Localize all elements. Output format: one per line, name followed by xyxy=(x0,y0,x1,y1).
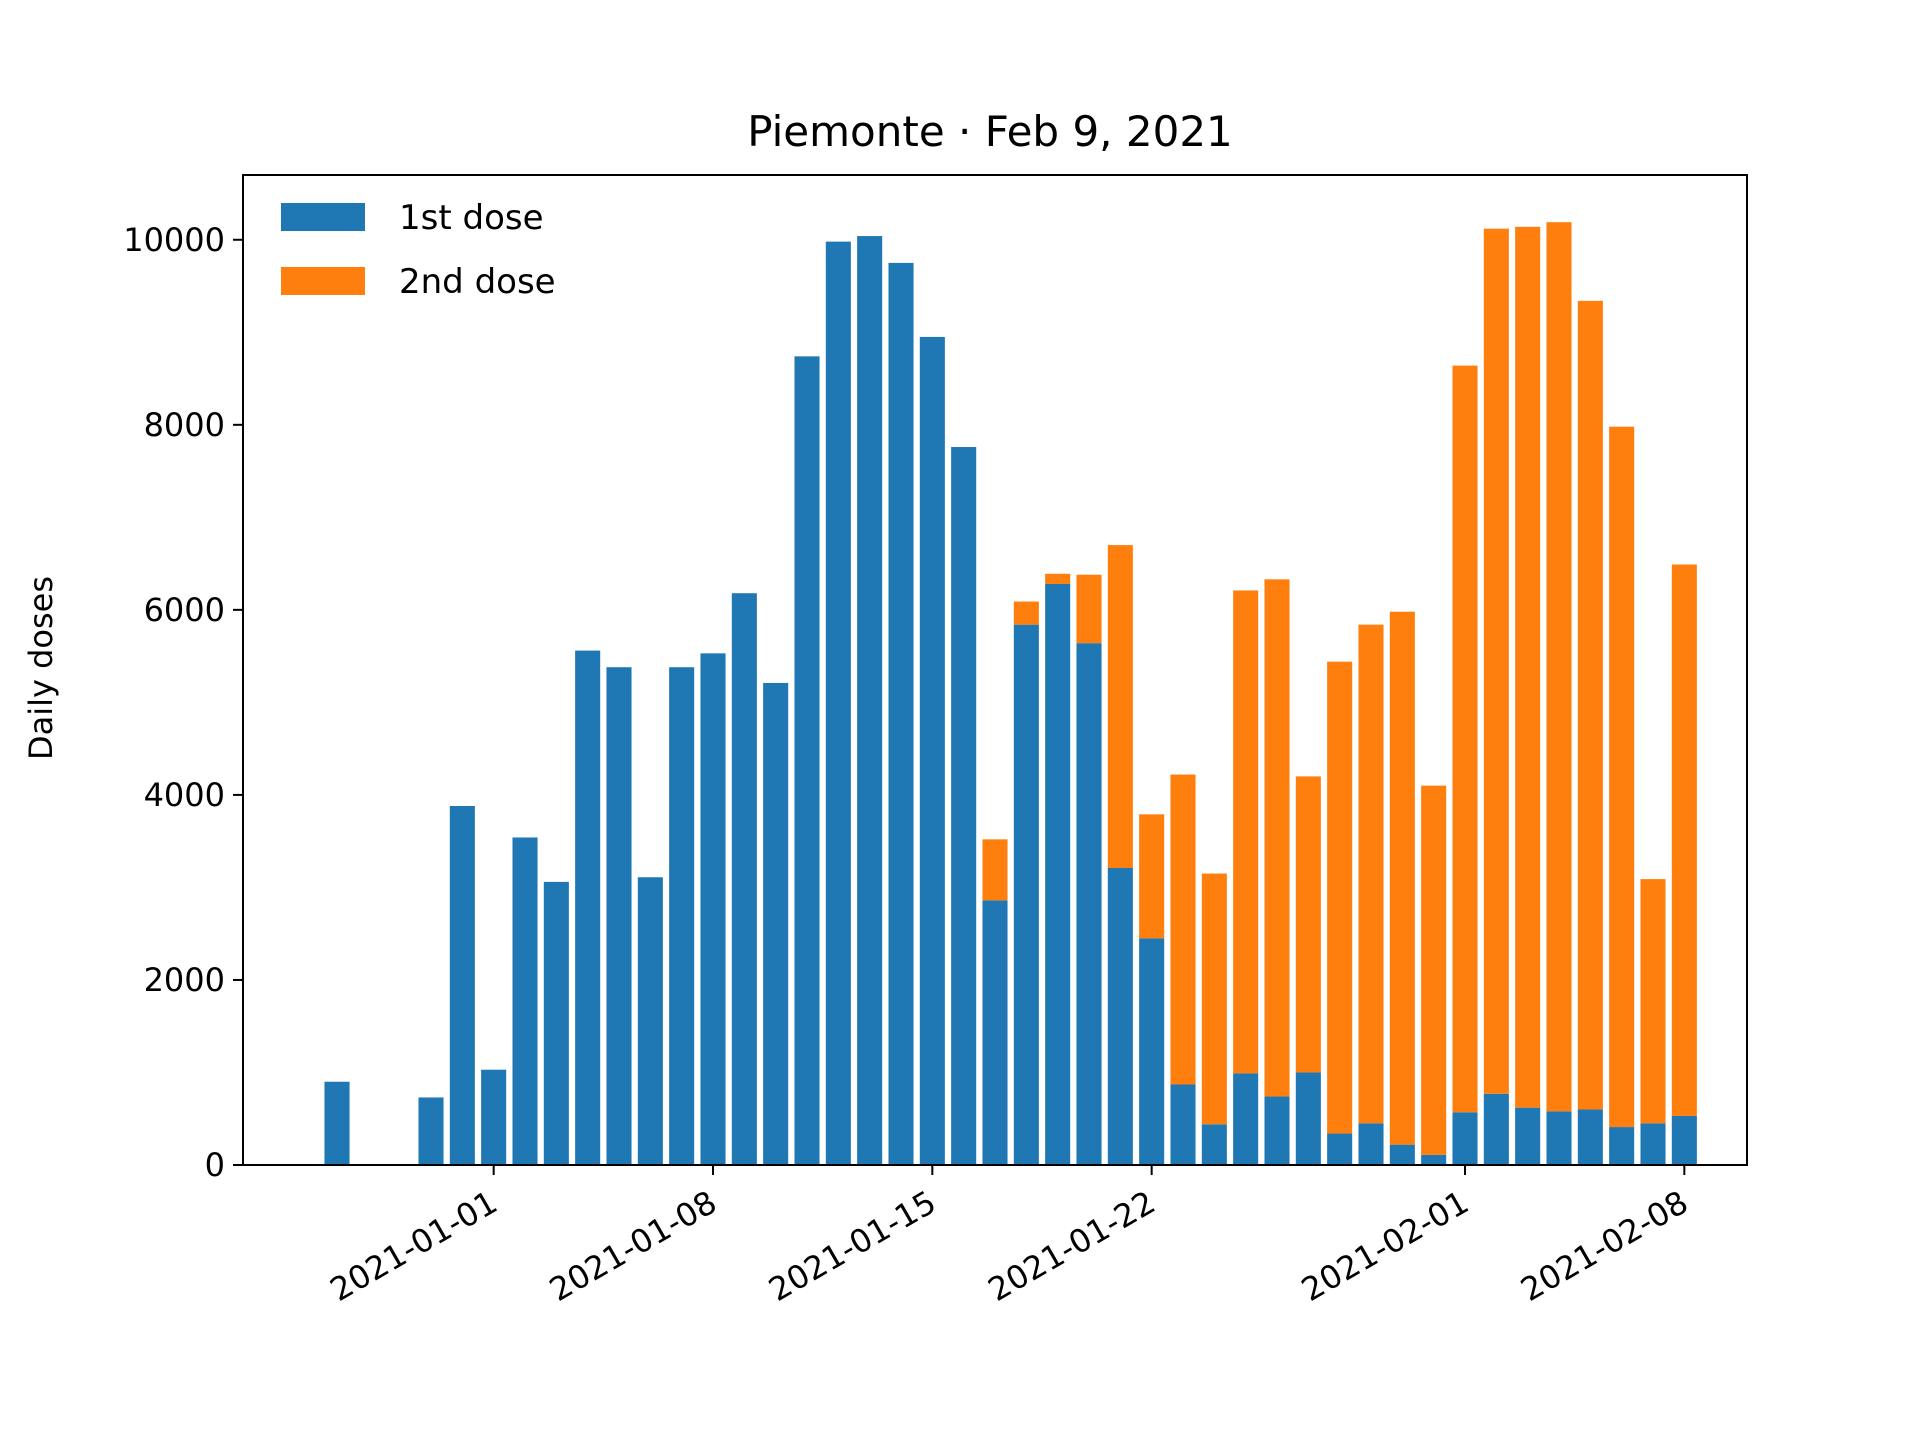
bar-first-dose-2021-01-15 xyxy=(919,336,945,1165)
bar-second-dose-2021-01-29 xyxy=(1358,624,1384,1124)
bar-first-dose-2021-02-08 xyxy=(1671,1115,1697,1165)
bar-second-dose-2021-01-17 xyxy=(982,839,1008,901)
bar-first-dose-2021-01-12 xyxy=(825,241,851,1165)
bar-second-dose-2021-01-31 xyxy=(1421,785,1447,1155)
bar-first-dose-2021-01-13 xyxy=(857,236,883,1165)
bar-second-dose-2021-02-05 xyxy=(1577,300,1603,1110)
bar-first-dose-2021-01-08 xyxy=(700,653,726,1165)
bar-first-dose-2021-01-18 xyxy=(1013,624,1039,1165)
bar-first-dose-2021-01-23 xyxy=(1170,1084,1196,1165)
bar-first-dose-2021-01-09 xyxy=(731,593,757,1165)
bar-first-dose-2021-01-01 xyxy=(481,1069,507,1165)
bar-first-dose-2021-01-25 xyxy=(1233,1073,1259,1165)
y-tick-label: 4000 xyxy=(144,776,225,814)
y-tick-label: 2000 xyxy=(144,961,225,999)
bar-first-dose-2021-02-05 xyxy=(1577,1109,1603,1165)
bar-second-dose-2021-01-26 xyxy=(1264,579,1290,1097)
legend-label-first-dose: 1st dose xyxy=(399,198,544,238)
bars-layer xyxy=(324,222,1697,1166)
bar-first-dose-2021-02-03 xyxy=(1515,1107,1541,1165)
legend-label-second-dose: 2nd dose xyxy=(399,262,556,302)
y-tick-label: 8000 xyxy=(144,406,225,444)
y-tick-label: 0 xyxy=(205,1146,225,1184)
bar-first-dose-2021-01-06 xyxy=(637,877,663,1165)
bar-second-dose-2021-01-22 xyxy=(1139,814,1165,939)
bar-first-dose-2021-01-03 xyxy=(543,881,569,1165)
bar-second-dose-2021-02-04 xyxy=(1546,222,1572,1112)
bar-first-dose-2021-02-06 xyxy=(1609,1127,1635,1165)
bar-second-dose-2021-01-23 xyxy=(1170,774,1196,1085)
bar-first-dose-2021-01-05 xyxy=(606,667,632,1165)
bar-first-dose-2021-01-24 xyxy=(1201,1124,1227,1165)
y-tick-label: 10000 xyxy=(123,221,225,259)
bar-first-dose-2020-12-27 xyxy=(324,1081,350,1165)
bar-second-dose-2021-01-28 xyxy=(1327,661,1353,1134)
chart-title: Piemonte · Feb 9, 2021 xyxy=(747,107,1233,156)
bar-first-dose-2021-01-30 xyxy=(1389,1144,1415,1165)
bar-second-dose-2021-02-06 xyxy=(1609,426,1635,1128)
legend-swatch-second-dose xyxy=(281,267,365,295)
bar-second-dose-2021-02-02 xyxy=(1483,228,1509,1094)
bar-second-dose-2021-01-27 xyxy=(1295,776,1321,1073)
bar-first-dose-2020-12-31 xyxy=(449,806,475,1165)
legend-swatch-first-dose xyxy=(281,203,365,231)
bar-first-dose-2021-01-11 xyxy=(794,356,820,1166)
bar-first-dose-2021-02-02 xyxy=(1483,1093,1509,1165)
bar-first-dose-2021-02-01 xyxy=(1452,1112,1478,1165)
bar-first-dose-2021-01-19 xyxy=(1045,583,1071,1165)
bar-first-dose-2021-01-04 xyxy=(575,650,601,1165)
bar-second-dose-2021-02-08 xyxy=(1671,564,1697,1116)
bar-first-dose-2021-01-17 xyxy=(982,900,1008,1165)
bar-second-dose-2021-02-01 xyxy=(1452,365,1478,1113)
bar-first-dose-2021-01-16 xyxy=(951,447,977,1165)
bar-first-dose-2021-01-21 xyxy=(1107,868,1133,1165)
bar-first-dose-2021-01-26 xyxy=(1264,1096,1290,1165)
bar-first-dose-2020-12-30 xyxy=(418,1097,444,1165)
bar-first-dose-2021-01-20 xyxy=(1076,643,1102,1165)
bar-second-dose-2021-01-19 xyxy=(1045,573,1071,584)
bar-second-dose-2021-01-24 xyxy=(1201,873,1227,1125)
bar-first-dose-2021-01-07 xyxy=(669,667,695,1165)
bar-second-dose-2021-01-25 xyxy=(1233,590,1259,1074)
bar-second-dose-2021-01-20 xyxy=(1076,574,1102,644)
bar-second-dose-2021-01-18 xyxy=(1013,601,1039,625)
bar-first-dose-2021-01-27 xyxy=(1295,1072,1321,1165)
bar-first-dose-2021-01-22 xyxy=(1139,938,1165,1165)
bar-second-dose-2021-01-30 xyxy=(1389,611,1415,1145)
bar-first-dose-2021-02-04 xyxy=(1546,1111,1572,1165)
plot-frame xyxy=(242,174,1748,1166)
y-tick-label: 6000 xyxy=(144,591,225,629)
bar-second-dose-2021-02-07 xyxy=(1640,879,1666,1124)
bar-first-dose-2021-01-29 xyxy=(1358,1123,1384,1165)
bar-first-dose-2021-01-14 xyxy=(888,262,914,1165)
bar-first-dose-2021-01-28 xyxy=(1327,1133,1353,1165)
y-axis-label: Daily doses xyxy=(22,576,60,760)
bar-first-dose-2021-02-07 xyxy=(1640,1123,1666,1165)
bar-first-dose-2021-01-02 xyxy=(512,837,538,1165)
legend: 1st dose 2nd dose xyxy=(281,198,556,302)
bar-second-dose-2021-01-21 xyxy=(1107,545,1133,868)
bar-second-dose-2021-02-03 xyxy=(1515,226,1541,1108)
bar-first-dose-2021-01-10 xyxy=(763,682,789,1165)
bar-first-dose-2021-01-31 xyxy=(1421,1154,1447,1165)
